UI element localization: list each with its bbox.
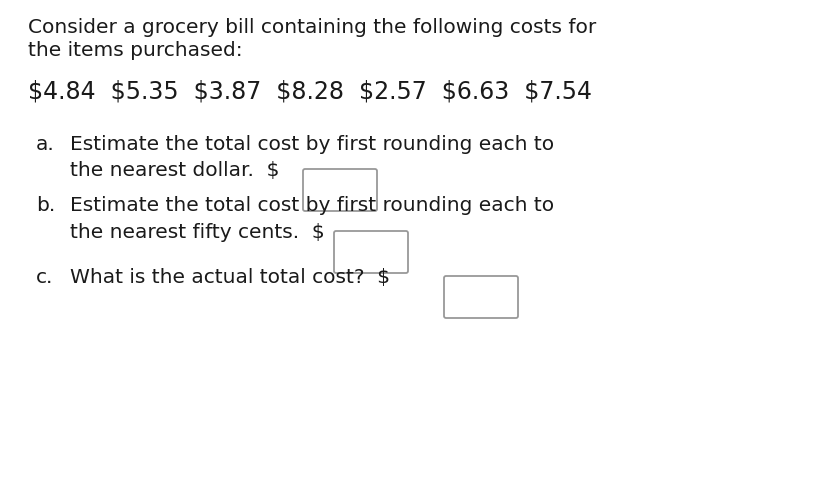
Text: the nearest dollar.  $: the nearest dollar. $ (70, 161, 279, 180)
Text: Estimate the total cost by first rounding each to: Estimate the total cost by first roundin… (70, 196, 553, 215)
FancyBboxPatch shape (303, 169, 376, 211)
Text: a.: a. (36, 135, 55, 154)
Text: c.: c. (36, 268, 53, 287)
FancyBboxPatch shape (443, 276, 518, 318)
Text: Consider a grocery bill containing the following costs for: Consider a grocery bill containing the f… (28, 18, 595, 37)
Text: What is the actual total cost?  $: What is the actual total cost? $ (70, 268, 390, 287)
Text: the nearest fifty cents.  $: the nearest fifty cents. $ (70, 223, 324, 242)
FancyBboxPatch shape (333, 231, 408, 273)
Text: Estimate the total cost by first rounding each to: Estimate the total cost by first roundin… (70, 135, 553, 154)
Text: $4.84  $5.35  $3.87  $8.28  $2.57  $6.63  $7.54: $4.84 $5.35 $3.87 $8.28 $2.57 $6.63 $7.5… (28, 79, 591, 103)
Text: b.: b. (36, 196, 55, 215)
Text: the items purchased:: the items purchased: (28, 41, 242, 60)
